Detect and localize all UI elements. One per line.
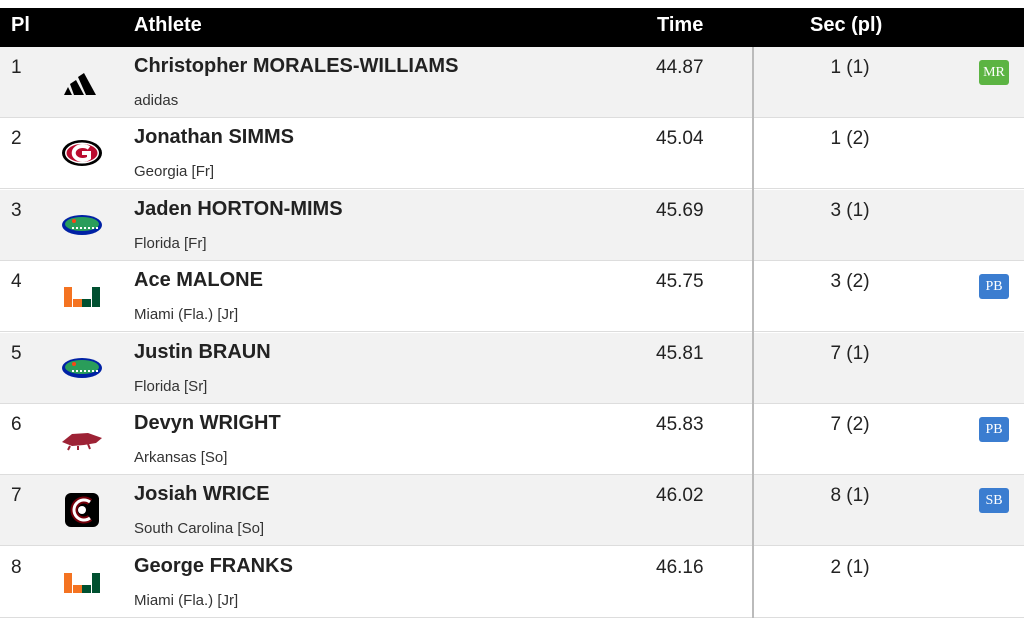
time: 45.04 [656, 128, 704, 150]
team-logo [58, 136, 106, 175]
header-cell: Athlete [134, 14, 202, 36]
place: 5 [11, 342, 22, 364]
table-row: 1 Christopher MORALES-WILLIAMS adidas 44.87… [0, 47, 1024, 118]
team-logo [58, 208, 106, 247]
athlete-name: Justin BRAUN [134, 340, 271, 363]
team-logo [58, 351, 106, 390]
athlete-name: Jaden HORTON-MIMS [134, 197, 343, 220]
header-cell: Sec (pl) [810, 14, 883, 36]
place: 1 [11, 57, 22, 78]
section-place: 1 (1) [830, 57, 870, 78]
table-header: Pl Athlete Time Sec (pl) [0, 8, 1024, 47]
team-logo [58, 422, 106, 461]
athlete-name: Ace MALONE [134, 269, 263, 292]
header-cell: Time [657, 14, 704, 36]
time: 45.69 [656, 199, 704, 221]
team: Arkansas [So] [134, 449, 228, 466]
section-place: 1 (2) [830, 128, 870, 150]
team-logo [58, 65, 106, 104]
time: 44.87 [656, 57, 704, 78]
table-row: 8 George FRANKS Miami (Fla.) [Jr] 46.16 2 (1… [0, 547, 1024, 618]
team: Florida [Fr] [134, 234, 207, 252]
team-logo [58, 493, 106, 532]
team-logo [58, 279, 106, 318]
table-row: 4 Ace MALONE Miami (Fla.) [Jr] 45.75 3 (2) PB [0, 261, 1024, 333]
record-badge: SB [979, 488, 1009, 514]
team: Miami (Fla.) [Jr] [134, 306, 239, 324]
place: 2 [11, 128, 22, 150]
team: Miami (Fla.) [Jr] [134, 591, 239, 609]
place: 3 [11, 199, 22, 221]
team: South Carolina [So] [134, 520, 265, 538]
column-divider [752, 47, 754, 618]
time: 46.02 [656, 485, 704, 507]
time: 46.16 [656, 556, 704, 578]
section-place: 8 (1) [830, 485, 870, 507]
record-badge: PB [979, 417, 1009, 442]
team: Georgia [Fr] [134, 163, 215, 181]
team: adidas [134, 92, 179, 109]
record-badge: PB [979, 274, 1009, 300]
section-place: 3 (1) [830, 199, 870, 221]
table-row: 3 Jaden HORTON-MIMS Florida [Fr] 45.69 3 (1) [0, 189, 1024, 261]
header-cell: Pl [11, 14, 30, 36]
time: 45.75 [656, 271, 704, 293]
record-badge: MR [979, 60, 1009, 85]
athlete-name: Jonathan SIMMS [134, 126, 295, 149]
section-place: 7 (1) [830, 342, 870, 364]
athlete-name: George FRANKS [134, 554, 293, 577]
place: 6 [11, 414, 22, 435]
time: 45.81 [656, 342, 704, 364]
table-row: 5 Justin BRAUN Florida [Sr] 45.81 7 (1) [0, 332, 1024, 404]
team-logo [58, 565, 106, 604]
section-place: 7 (2) [830, 414, 870, 435]
place: 7 [11, 485, 22, 507]
time: 45.83 [656, 414, 704, 435]
team: Florida [Sr] [134, 377, 208, 395]
section-place: 2 (1) [830, 556, 870, 578]
table-row: 7 Josiah WRICE South Carolina [So] 46.02 8 (… [0, 475, 1024, 547]
athlete-name: Josiah WRICE [134, 483, 270, 506]
place: 4 [11, 271, 22, 293]
table-row: 2 Jonathan SIMMS Georgia [Fr] 45.04 1 (2) [0, 118, 1024, 190]
athlete-name: Devyn WRIGHT [134, 412, 281, 434]
place: 8 [11, 556, 22, 578]
section-place: 3 (2) [830, 271, 870, 293]
athlete-name: Christopher MORALES-WILLIAMS [134, 55, 459, 77]
table-row: 6 Devyn WRIGHT Arkansas [So] 45.83 7 (2) PB [0, 404, 1024, 475]
